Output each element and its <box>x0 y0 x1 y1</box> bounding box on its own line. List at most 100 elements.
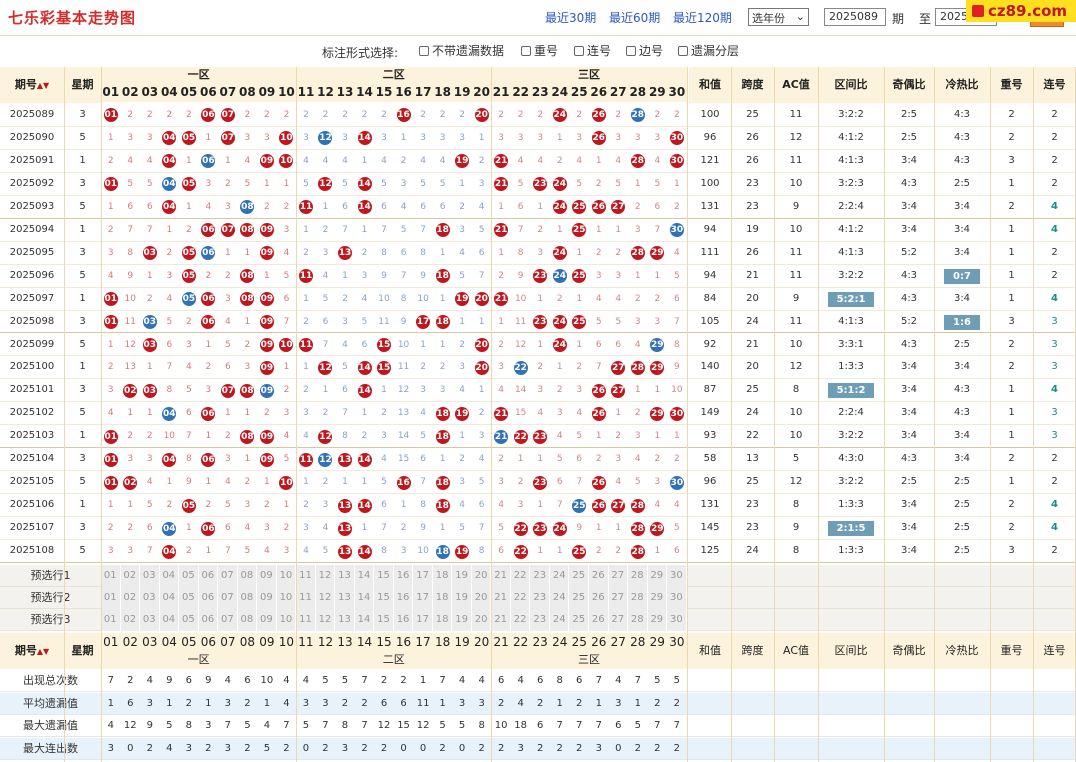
option-consecutive[interactable]: 连号 <box>574 42 611 59</box>
preselect-number[interactable]: 26 <box>589 609 609 631</box>
from-period-input[interactable]: 2025089 <box>824 8 886 26</box>
option-no-missing-data[interactable]: 不带遗漏数据 <box>419 42 504 59</box>
preselect-number[interactable]: 07 <box>218 609 238 631</box>
preselect-number[interactable]: 10 <box>276 587 297 609</box>
preselect-number[interactable]: 09 <box>257 565 277 587</box>
preselect-number[interactable]: 14 <box>354 587 375 609</box>
preselect-number[interactable]: 01 <box>101 587 121 609</box>
preselect-number[interactable]: 01 <box>101 565 121 587</box>
checkbox-icon[interactable] <box>678 46 688 56</box>
preselect-number[interactable]: 16 <box>393 609 414 631</box>
preselect-number[interactable]: 18 <box>432 609 453 631</box>
preselect-number[interactable]: 07 <box>218 587 238 609</box>
preselect-number[interactable]: 02 <box>120 587 141 609</box>
preselect-number[interactable]: 08 <box>237 609 258 631</box>
preselect-number[interactable]: 27 <box>608 609 629 631</box>
preselect-number[interactable]: 29 <box>647 587 668 609</box>
preselect-number[interactable]: 23 <box>530 609 550 631</box>
preselect-number[interactable]: 15 <box>374 587 394 609</box>
preselect-number[interactable]: 23 <box>530 565 550 587</box>
preselect-number[interactable]: 23 <box>530 587 550 609</box>
preselect-number[interactable]: 12 <box>315 609 336 631</box>
option-edge[interactable]: 边号 <box>626 42 663 59</box>
preselect-number[interactable]: 24 <box>549 609 570 631</box>
preselect-number[interactable]: 19 <box>452 609 472 631</box>
preselect-number[interactable]: 25 <box>569 587 589 609</box>
preselect-number[interactable]: 15 <box>374 609 394 631</box>
preselect-number[interactable]: 11 <box>296 587 316 609</box>
preselect-number[interactable]: 01 <box>101 609 121 631</box>
preselect-number[interactable]: 04 <box>159 565 180 587</box>
preselect-number[interactable]: 28 <box>628 609 648 631</box>
preselect-number[interactable]: 12 <box>315 587 336 609</box>
link-last-30[interactable]: 最近30期 <box>545 11 597 25</box>
preselect-number[interactable]: 05 <box>179 609 199 631</box>
preselect-number[interactable]: 22 <box>510 587 531 609</box>
preselect-number[interactable]: 05 <box>179 565 199 587</box>
preselect-number[interactable]: 18 <box>432 565 453 587</box>
preselect-number[interactable]: 22 <box>510 565 531 587</box>
preselect-number[interactable]: 26 <box>589 565 609 587</box>
preselect-number[interactable]: 17 <box>413 565 433 587</box>
preselect-number[interactable]: 25 <box>569 565 589 587</box>
preselect-number[interactable]: 22 <box>510 609 531 631</box>
header-period-sort[interactable]: 期号▲▼ <box>0 67 64 103</box>
preselect-number[interactable]: 11 <box>296 609 316 631</box>
preselect-number[interactable]: 12 <box>315 565 336 587</box>
preselect-number[interactable]: 02 <box>120 609 141 631</box>
preselect-number[interactable]: 03 <box>140 565 160 587</box>
preselect-number[interactable]: 13 <box>335 587 355 609</box>
preselect-number[interactable]: 13 <box>335 609 355 631</box>
preselect-number[interactable]: 03 <box>140 587 160 609</box>
preselect-number[interactable]: 03 <box>140 609 160 631</box>
preselect-number[interactable]: 30 <box>667 587 687 609</box>
preselect-number[interactable]: 25 <box>569 609 589 631</box>
checkbox-icon[interactable] <box>626 46 636 56</box>
preselect-number[interactable]: 24 <box>549 587 570 609</box>
preselect-number[interactable]: 20 <box>471 587 492 609</box>
checkbox-icon[interactable] <box>521 46 531 56</box>
preselect-number[interactable]: 07 <box>218 565 238 587</box>
checkbox-icon[interactable] <box>419 46 429 56</box>
option-repeat[interactable]: 重号 <box>521 42 558 59</box>
preselect-number[interactable]: 28 <box>628 587 648 609</box>
option-missing-layer[interactable]: 遗漏分层 <box>678 42 739 59</box>
preselect-number[interactable]: 27 <box>608 587 629 609</box>
preselect-number[interactable]: 04 <box>159 609 180 631</box>
preselect-number[interactable]: 06 <box>198 565 219 587</box>
preselect-number[interactable]: 06 <box>198 587 219 609</box>
preselect-number[interactable]: 15 <box>374 565 394 587</box>
preselect-number[interactable]: 09 <box>257 587 277 609</box>
preselect-number[interactable]: 19 <box>452 565 472 587</box>
preselect-number[interactable]: 08 <box>237 587 258 609</box>
preselect-number[interactable]: 26 <box>589 587 609 609</box>
link-last-60[interactable]: 最近60期 <box>609 11 661 25</box>
preselect-number[interactable]: 29 <box>647 609 668 631</box>
preselect-number[interactable]: 10 <box>276 609 297 631</box>
preselect-number[interactable]: 29 <box>647 565 668 587</box>
year-select[interactable]: 选年份 ⌄ <box>748 8 809 26</box>
preselect-number[interactable]: 19 <box>452 587 472 609</box>
preselect-number[interactable]: 05 <box>179 587 199 609</box>
preselect-number[interactable]: 20 <box>471 609 492 631</box>
preselect-number[interactable]: 16 <box>393 587 414 609</box>
preselect-number[interactable]: 14 <box>354 565 375 587</box>
preselect-number[interactable]: 30 <box>667 565 687 587</box>
preselect-number[interactable]: 10 <box>276 565 297 587</box>
preselect-number[interactable]: 08 <box>237 565 258 587</box>
preselect-number[interactable]: 21 <box>491 587 511 609</box>
preselect-number[interactable]: 21 <box>491 609 511 631</box>
preselect-number[interactable]: 20 <box>471 565 492 587</box>
preselect-number[interactable]: 18 <box>432 587 453 609</box>
preselect-number[interactable]: 11 <box>296 565 316 587</box>
preselect-number[interactable]: 30 <box>667 609 687 631</box>
preselect-number[interactable]: 13 <box>335 565 355 587</box>
preselect-number[interactable]: 17 <box>413 587 433 609</box>
preselect-number[interactable]: 04 <box>159 587 180 609</box>
checkbox-icon[interactable] <box>574 46 584 56</box>
preselect-number[interactable]: 24 <box>549 565 570 587</box>
preselect-number[interactable]: 14 <box>354 609 375 631</box>
preselect-number[interactable]: 28 <box>628 565 648 587</box>
preselect-number[interactable]: 27 <box>608 565 629 587</box>
preselect-number[interactable]: 02 <box>120 565 141 587</box>
